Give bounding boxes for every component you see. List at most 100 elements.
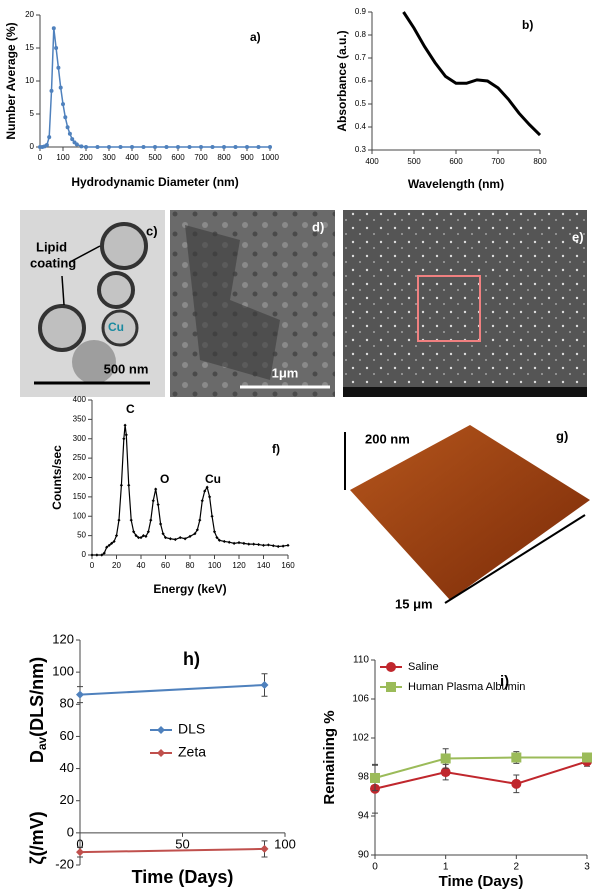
marker	[195, 528, 199, 532]
annotation: O	[160, 472, 169, 486]
x-tick-label: 50	[175, 836, 189, 851]
marker	[65, 125, 70, 130]
x-tick-label: 800	[533, 157, 547, 166]
y-tick-label: 110	[353, 655, 369, 666]
legend-marker	[386, 682, 396, 692]
marker	[105, 545, 109, 549]
data-line	[374, 756, 587, 779]
y-tick-label: 20	[25, 10, 34, 19]
marker	[124, 433, 128, 437]
y-tick-label: 400	[73, 395, 87, 404]
marker	[245, 145, 249, 149]
y-tick-label: 10	[25, 76, 34, 85]
marker	[227, 540, 231, 544]
marker	[153, 145, 157, 149]
x-tick-label: 0	[38, 153, 43, 162]
marker	[222, 145, 226, 149]
marker	[149, 518, 153, 522]
marker	[261, 543, 266, 547]
marker	[56, 65, 61, 70]
marker	[141, 534, 146, 538]
marker	[256, 145, 261, 149]
marker	[134, 534, 138, 538]
x-tick-label: 900	[240, 153, 254, 162]
data-line	[374, 760, 588, 790]
annotation: a)	[250, 30, 261, 44]
marker	[168, 537, 172, 541]
marker	[95, 145, 100, 149]
y-tick-label: 100	[52, 664, 74, 679]
marker	[70, 137, 75, 142]
y2-axis-label: ζ(/mV)	[27, 811, 48, 864]
marker	[247, 542, 251, 546]
y-axis-label: Dav(DLS/nm)	[27, 657, 49, 763]
annotation: h)	[183, 649, 200, 669]
x-axis-label: Hydrodynamic Diameter (nm)	[71, 175, 238, 189]
scale-bar-label: 500 nm	[104, 361, 149, 376]
marker	[268, 145, 272, 149]
marker	[79, 144, 84, 149]
marker	[49, 88, 54, 93]
marker	[217, 538, 221, 542]
marker	[178, 535, 182, 540]
marker	[84, 145, 88, 149]
x-tick-label: 700	[491, 157, 505, 166]
legend-label: DLS	[178, 721, 205, 737]
marker	[130, 145, 134, 149]
y-tick-label: 350	[73, 414, 87, 423]
marker	[76, 690, 84, 699]
marker	[47, 135, 52, 140]
marker	[276, 544, 280, 549]
marker	[222, 539, 226, 544]
marker	[100, 553, 104, 557]
y-tick-label: 90	[358, 850, 370, 861]
y-tick-label: 0.7	[355, 53, 367, 62]
marker	[164, 145, 169, 149]
marker	[114, 534, 119, 538]
sem-image: d) 1μm	[170, 210, 335, 397]
marker	[122, 437, 126, 441]
marker	[286, 543, 290, 547]
marker	[156, 503, 160, 507]
marker	[159, 522, 163, 526]
y-tick-label: 250	[73, 453, 87, 462]
marker	[582, 752, 592, 763]
y-tick-label: 150	[73, 492, 87, 501]
marker	[200, 499, 204, 503]
x-axis-label: Energy (keV)	[153, 582, 226, 596]
x-tick-label: 500	[407, 157, 421, 166]
marker	[67, 131, 72, 136]
y-tick-label: 0.8	[355, 30, 367, 39]
marker	[132, 530, 136, 534]
x-tick-label: 400	[125, 153, 139, 162]
marker	[208, 495, 212, 499]
y-tick-label: 0.3	[355, 145, 367, 154]
y-tick-label: 5	[30, 109, 35, 118]
marker	[123, 423, 127, 427]
y-tick-label: 0	[82, 550, 87, 559]
annotation: 200 nm	[365, 431, 410, 446]
y-axis-label-part: (DLS/nm)	[27, 657, 47, 737]
y-axis-label-part: D	[27, 750, 47, 763]
marker	[118, 145, 123, 149]
data-line	[402, 11, 542, 137]
x-tick-label: 200	[79, 153, 93, 162]
x-tick-label: 140	[257, 561, 271, 570]
marker	[127, 483, 131, 487]
marker	[58, 85, 63, 90]
marker	[281, 544, 285, 548]
y-tick-label: 100	[73, 511, 87, 520]
annotation: f)	[272, 442, 280, 456]
marker	[136, 535, 141, 540]
marker	[215, 535, 219, 540]
marker	[173, 537, 177, 542]
marker	[183, 537, 187, 541]
y-tick-label: 0.6	[355, 76, 367, 85]
x-tick-label: 20	[112, 561, 121, 570]
y-tick-label: 94	[358, 811, 370, 822]
marker	[151, 499, 155, 503]
data-line	[79, 847, 265, 854]
marker	[210, 145, 215, 149]
marker	[176, 145, 180, 149]
annotation: C	[126, 402, 135, 416]
